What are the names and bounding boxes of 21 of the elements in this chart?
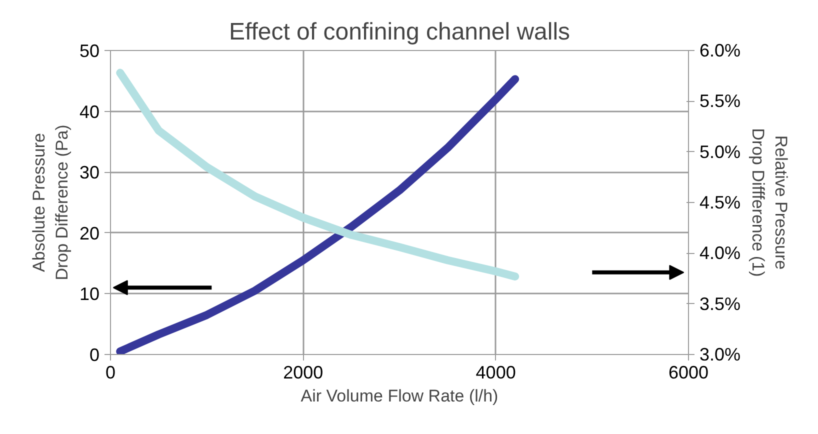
y-axis-title: Absolute Pressure Drop Difference (Pa) bbox=[30, 124, 72, 280]
x-axis-title: Air Volume Flow Rate (l/h) bbox=[300, 386, 498, 406]
y2-tick-label: 5.0% bbox=[700, 142, 741, 162]
x-tick-label: 4000 bbox=[476, 362, 516, 382]
y2-tick-label: 3.5% bbox=[700, 294, 741, 314]
y2-tick-label: 3.0% bbox=[700, 344, 741, 364]
x-tick-label: 0 bbox=[105, 362, 116, 382]
y-tick-label: 20 bbox=[79, 223, 100, 244]
y-tick-label: 30 bbox=[79, 162, 100, 183]
y-tick-label: 0 bbox=[89, 345, 100, 365]
y-tick-label: 40 bbox=[79, 102, 100, 122]
y2-tick-label: 6.0% bbox=[700, 40, 741, 60]
x-tick-label: 6000 bbox=[668, 362, 709, 382]
y2-tick-label: 4.5% bbox=[700, 192, 741, 212]
x-tick-label: 2000 bbox=[283, 362, 324, 382]
chart-title: Effect of confining channel walls bbox=[228, 18, 570, 46]
y-tick-label: 50 bbox=[79, 41, 100, 61]
y2-tick-label: 4.0% bbox=[700, 243, 741, 264]
y2-tick-label: 5.5% bbox=[700, 91, 741, 112]
y-tick-label: 10 bbox=[79, 284, 100, 304]
y2-axis-title: Relative Pressure Drop Diffference (1) bbox=[748, 128, 790, 277]
